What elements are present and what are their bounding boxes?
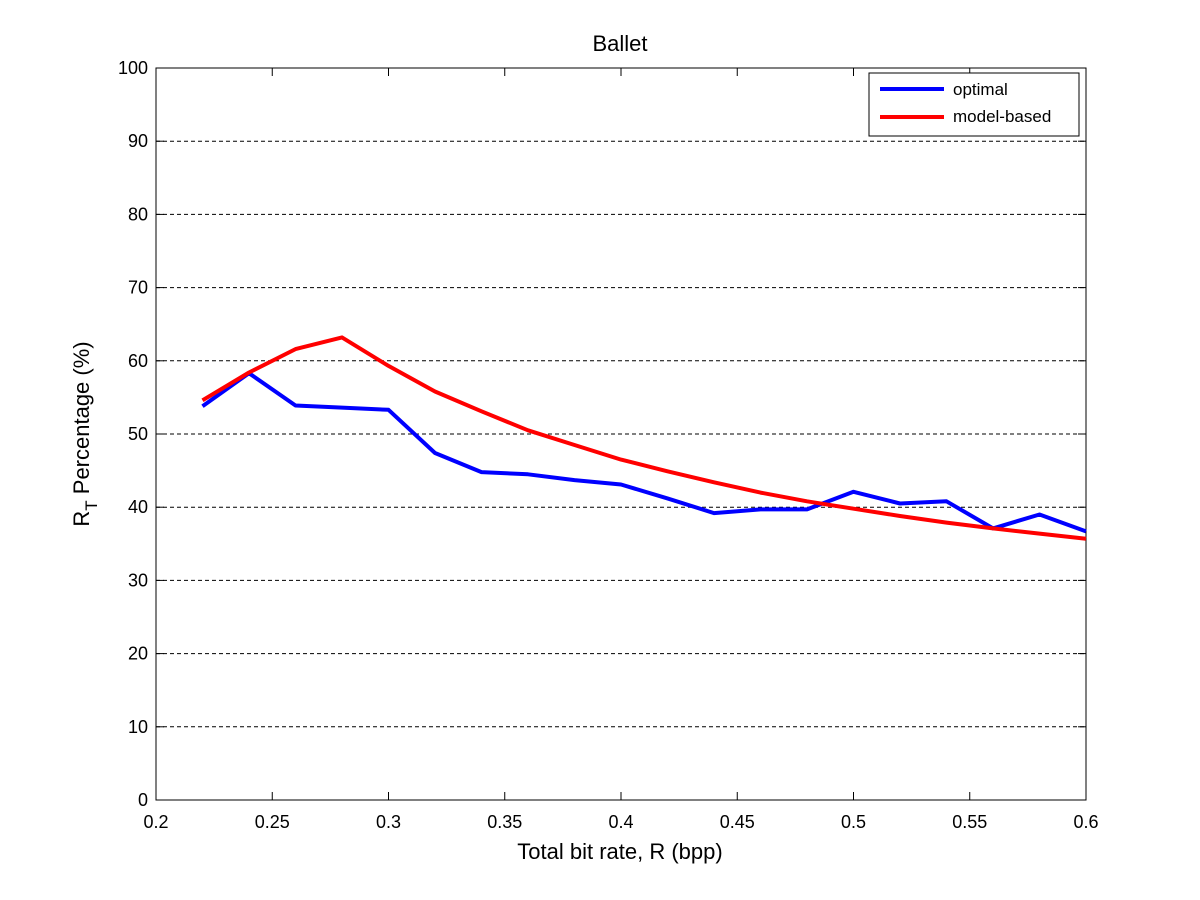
- grid-layer: [156, 140, 1086, 728]
- y-tick-label: 20: [128, 644, 148, 664]
- series-line-optimal: [201, 371, 1087, 534]
- y-axis-title-rest: Percentage (%): [69, 341, 94, 500]
- x-tick-label: 0.35: [487, 812, 522, 832]
- y-tick-label: 0: [138, 790, 148, 810]
- legend-label-model-based: model-based: [953, 107, 1051, 126]
- y-tick-label: 10: [128, 717, 148, 737]
- y-axis-title-main: R: [69, 511, 94, 527]
- y-tick-label: 50: [128, 424, 148, 444]
- x-tick-label: 0.6: [1073, 812, 1098, 832]
- x-axis-title: Total bit rate, R (bpp): [517, 839, 722, 864]
- tick-layer: 0 10 20 30 40 50 60 70 80 90 100 0.2 0.25 0.3 0.35 0.4 0…: [118, 58, 1099, 832]
- x-tick-label: 0.2: [143, 812, 168, 832]
- series-line-model-based: [201, 335, 1087, 541]
- x-tick-label: 0.4: [608, 812, 633, 832]
- legend-box: [868, 72, 1080, 137]
- y-tick-label: 100: [118, 58, 148, 78]
- legend-label-optimal: optimal: [953, 80, 1008, 99]
- y-tick-label: 70: [128, 278, 148, 298]
- x-tick-label: 0.5: [841, 812, 866, 832]
- x-tick-label: 0.45: [720, 812, 755, 832]
- y-axis-title: RT Percentage (%): [69, 341, 101, 526]
- x-tick-label: 0.25: [255, 812, 290, 832]
- legend: optimal model-based: [868, 72, 1080, 137]
- y-tick-label: 30: [128, 570, 148, 590]
- x-tick-label: 0.3: [376, 812, 401, 832]
- y-axis-title-subscript: T: [82, 500, 101, 510]
- x-tick-label: 0.55: [952, 812, 987, 832]
- y-tick-label: 60: [128, 351, 148, 371]
- y-tick-label: 40: [128, 497, 148, 517]
- series-layer: [201, 335, 1087, 541]
- chart-title: Ballet: [592, 31, 647, 56]
- y-tick-label: 90: [128, 131, 148, 151]
- y-tick-label: 80: [128, 204, 148, 224]
